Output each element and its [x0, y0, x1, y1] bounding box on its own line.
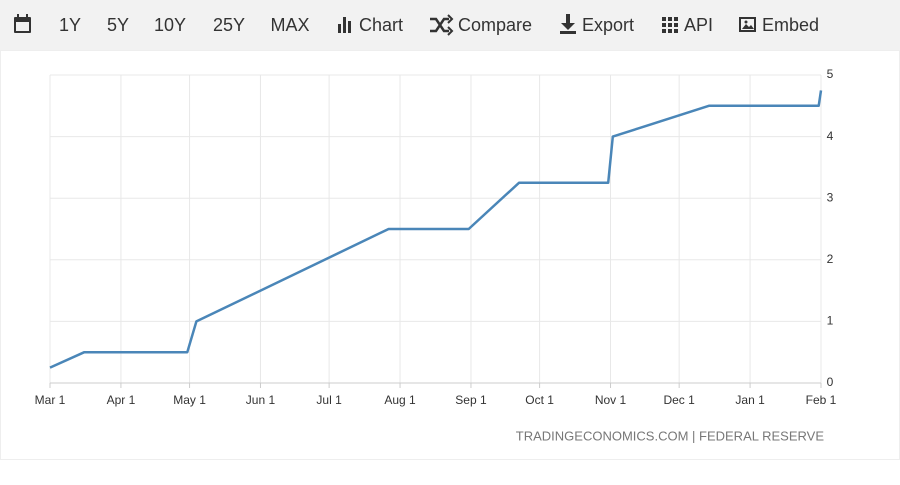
x-tick-label: Dec 1	[663, 393, 695, 407]
range-button[interactable]: 25Y	[213, 15, 245, 35]
embed-icon	[739, 17, 756, 32]
calendar-icon[interactable]	[14, 14, 31, 33]
toolbar-button[interactable]: Export	[582, 15, 634, 35]
toolbar-button[interactable]: Compare	[458, 15, 532, 35]
x-tick-label: Feb 1	[806, 393, 837, 407]
toolbar-button[interactable]: API	[684, 15, 713, 35]
compare-icon	[430, 14, 454, 36]
toolbar-button[interactable]: Chart	[359, 15, 403, 35]
api-icon	[662, 17, 678, 33]
source-label: TRADINGECONOMICS.COM | FEDERAL RESERVE	[516, 428, 825, 443]
y-tick-label: 1	[827, 314, 834, 328]
range-button[interactable]: MAX	[270, 15, 309, 35]
y-tick-label: 4	[827, 129, 834, 143]
export-icon	[560, 14, 576, 34]
x-tick-label: May 1	[173, 393, 206, 407]
x-tick-label: Jan 1	[735, 393, 765, 407]
x-tick-label: Oct 1	[525, 393, 554, 407]
x-tick-label: Mar 1	[35, 393, 66, 407]
range-button[interactable]: 10Y	[154, 15, 186, 35]
x-tick-label: Sep 1	[455, 393, 487, 407]
x-tick-label: Apr 1	[107, 393, 136, 407]
y-tick-label: 2	[827, 252, 834, 266]
y-tick-label: 0	[827, 375, 834, 389]
y-tick-label: 3	[827, 190, 834, 204]
range-button[interactable]: 5Y	[107, 15, 129, 35]
x-tick-label: Nov 1	[595, 393, 627, 407]
line-series	[49, 90, 823, 369]
toolbar-button[interactable]: Embed	[762, 15, 819, 35]
range-button[interactable]: 1Y	[59, 15, 81, 35]
x-tick-label: Jul 1	[316, 393, 342, 407]
x-tick-label: Aug 1	[384, 393, 416, 407]
y-tick-label: 5	[827, 67, 834, 81]
x-tick-label: Jun 1	[246, 393, 276, 407]
chart-icon	[338, 17, 351, 33]
